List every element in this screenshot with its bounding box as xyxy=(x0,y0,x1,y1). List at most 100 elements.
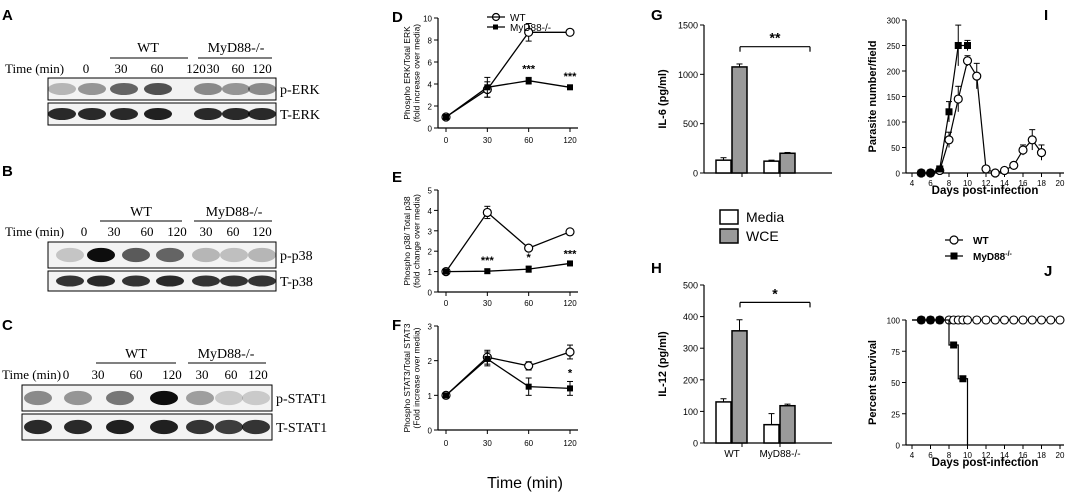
x-axis-label: Days post-infection xyxy=(932,185,1039,197)
x-tick-label: 0 xyxy=(444,439,449,448)
x-tick-label: 16 xyxy=(1019,451,1028,460)
panel-letter-D: D xyxy=(392,9,403,26)
y-axis-label: Percent survival xyxy=(867,340,879,425)
blot-row-label-p: p-STAT1 xyxy=(276,392,327,407)
data-point-wt xyxy=(565,227,575,237)
blot-band xyxy=(106,390,134,406)
data-point-ko xyxy=(567,260,573,267)
blot-band xyxy=(87,247,115,263)
x-tick-label: 12 xyxy=(982,451,991,460)
blot-band xyxy=(192,275,220,287)
series-line-wt xyxy=(445,31,570,118)
x-tick-label: 18 xyxy=(1037,451,1046,460)
blot-band xyxy=(220,275,248,287)
x-tick-label: 20 xyxy=(1056,179,1065,188)
blot-row-label-t: T-STAT1 xyxy=(276,421,327,436)
y-tick-label: 0 xyxy=(428,125,433,134)
blot-time-label-item: 120 xyxy=(162,367,182,382)
blot-time-labels: 0 30 60 120 30 60 120 xyxy=(83,61,272,76)
bar-wce xyxy=(731,330,748,444)
y-tick-label: 0 xyxy=(693,169,698,179)
panel-letter-J: J xyxy=(1044,263,1052,280)
data-point-wt xyxy=(1009,160,1019,170)
data-point-wt xyxy=(953,94,963,104)
x-tick-label: 10 xyxy=(963,179,972,188)
y-tick-label: 100 xyxy=(887,317,901,326)
y-axis-label: IL-12 (pg/ml) xyxy=(657,331,669,397)
blot-panel-A: A WT MyD88-/- Time (min) 0 30 60 120 30 60 120… xyxy=(2,7,320,126)
legend-ko-label: MyD88-/- xyxy=(510,23,551,34)
x-category-label: WT xyxy=(724,449,740,460)
legend-ko-label-main: MyD88 xyxy=(973,252,1006,263)
blot-band xyxy=(186,419,214,435)
blot-band xyxy=(222,82,250,96)
blot-bands-t xyxy=(24,419,270,435)
x-tick-label: 6 xyxy=(928,179,933,188)
data-point-ko xyxy=(525,77,532,84)
data-point-ko xyxy=(927,169,934,177)
legend-wce-label: WCE xyxy=(746,228,779,244)
blot-band xyxy=(122,275,150,287)
x-tick-label: 120 xyxy=(563,136,577,145)
y-axis-label: IL-6 (pg/ml) xyxy=(657,69,669,129)
blot-band xyxy=(150,419,178,435)
data-point-wt xyxy=(944,135,954,145)
y-tick-label: 100 xyxy=(887,119,901,128)
chart-I: I 0 50 100 150 200 250 300 4 6 8 10 12 14 16 18 20 Days p… xyxy=(867,7,1065,197)
survival-marker-wt xyxy=(1036,315,1047,325)
blot-time-label-item: 60 xyxy=(232,61,245,76)
survival-marker-wt xyxy=(1027,315,1037,325)
legend-media-label: Media xyxy=(746,209,784,225)
y-tick-label: 150 xyxy=(887,93,901,102)
bar-wce xyxy=(779,152,796,174)
data-point-wt xyxy=(962,56,973,66)
y-tick-label: 1000 xyxy=(678,70,698,80)
blot-time-label: Time (min) xyxy=(2,367,61,382)
data-point-ko xyxy=(525,383,532,390)
bar-wce xyxy=(731,66,748,174)
data-point-wt xyxy=(972,71,982,81)
blot-bands-t xyxy=(48,107,276,121)
y-tick-label: 2 xyxy=(428,103,433,112)
y-tick-label: 300 xyxy=(683,344,698,354)
blot-band xyxy=(215,419,243,435)
data-point-ko xyxy=(936,165,944,173)
significance-label: *** xyxy=(481,255,495,267)
data-point-wt xyxy=(524,361,534,371)
significance-label: * xyxy=(772,285,778,301)
significance-label: *** xyxy=(564,71,578,83)
blot-time-label-item: 60 xyxy=(227,224,240,239)
y-tick-label: 50 xyxy=(891,379,900,388)
x-tick-label: 16 xyxy=(1019,179,1028,188)
y-tick-label: 0 xyxy=(896,170,901,179)
y-tick-label: 500 xyxy=(683,281,698,291)
blot-row-label-t: T-p38 xyxy=(280,275,313,290)
y-tick-label: 500 xyxy=(683,119,698,129)
series-line-ko xyxy=(445,262,571,273)
blot-band xyxy=(222,107,250,121)
bar-media xyxy=(763,160,780,174)
chart-E: E 0 1 2 3 4 5 0 30 60 120 Phospho p38/ Total p38 (fo… xyxy=(392,169,578,308)
blot-time-label-item: 60 xyxy=(130,367,143,382)
data-point-ko xyxy=(964,42,971,49)
x-tick-label: 60 xyxy=(524,439,533,448)
y-tick-label: 0 xyxy=(896,442,901,451)
blot-band xyxy=(215,390,243,406)
blot-group-wt-label: WT xyxy=(125,347,147,362)
survival-marker-wt xyxy=(962,315,973,325)
significance-label: *** xyxy=(522,63,536,75)
blot-band xyxy=(48,82,76,96)
blot-band xyxy=(106,419,134,435)
data-point-wt xyxy=(565,347,575,357)
blot-bands-p xyxy=(56,247,276,263)
legend-gh: Media WCE xyxy=(719,209,784,244)
x-tick-label: 4 xyxy=(910,179,915,188)
y-tick-label: 200 xyxy=(683,375,698,385)
survival-marker-ko xyxy=(927,316,934,324)
blot-band xyxy=(64,419,92,435)
blot-band xyxy=(156,247,184,263)
panel-letter-E: E xyxy=(392,169,402,186)
blot-row-label-t: T-ERK xyxy=(280,108,320,123)
survival-marker-wt xyxy=(981,315,991,325)
